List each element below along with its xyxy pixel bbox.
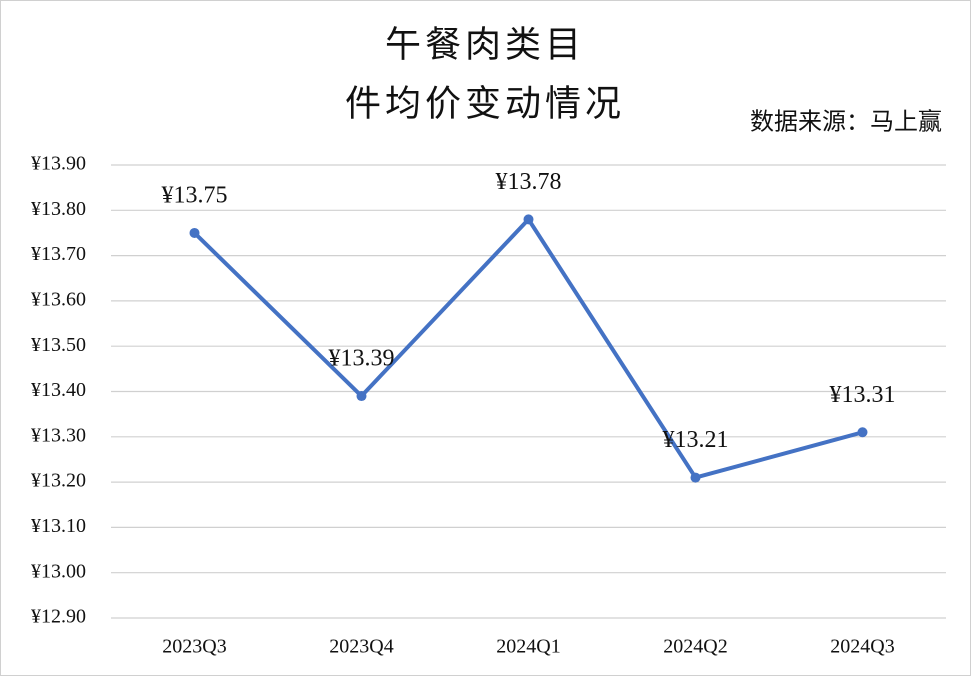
x-tick-label: 2024Q3 (830, 636, 894, 658)
x-tick-label: 2023Q3 (162, 636, 226, 658)
x-tick-label: 2024Q2 (663, 636, 727, 658)
y-tick-label: ¥13.20 (31, 470, 86, 492)
y-tick-label: ¥13.80 (31, 198, 86, 220)
data-label: ¥13.78 (496, 169, 562, 195)
y-tick-label: ¥12.90 (31, 606, 86, 628)
y-tick-label: ¥13.10 (31, 515, 86, 537)
y-tick-label: ¥13.30 (31, 424, 86, 446)
data-label: ¥13.31 (830, 382, 896, 408)
data-point (356, 391, 367, 402)
data-point (523, 214, 534, 225)
data-label: ¥13.39 (329, 346, 395, 372)
y-tick-label: ¥13.50 (31, 334, 86, 356)
y-tick-label: ¥13.70 (31, 243, 86, 265)
y-tick-label: ¥13.00 (31, 560, 86, 582)
data-label: ¥13.75 (162, 182, 228, 208)
y-tick-label: ¥13.90 (31, 153, 86, 175)
y-tick-label: ¥13.60 (31, 288, 86, 310)
x-tick-label: 2023Q4 (329, 636, 393, 658)
data-label: ¥13.21 (663, 427, 729, 453)
data-point (690, 472, 701, 483)
source-note: 数据来源：马上赢 (750, 109, 942, 136)
data-point (857, 427, 868, 438)
data-point (189, 227, 200, 238)
chart-title: 午餐肉类目 (385, 24, 585, 64)
y-tick-label: ¥13.40 (31, 379, 86, 401)
x-tick-label: 2024Q1 (496, 636, 560, 658)
chart-subtitle: 件均价变动情况 (345, 83, 625, 123)
